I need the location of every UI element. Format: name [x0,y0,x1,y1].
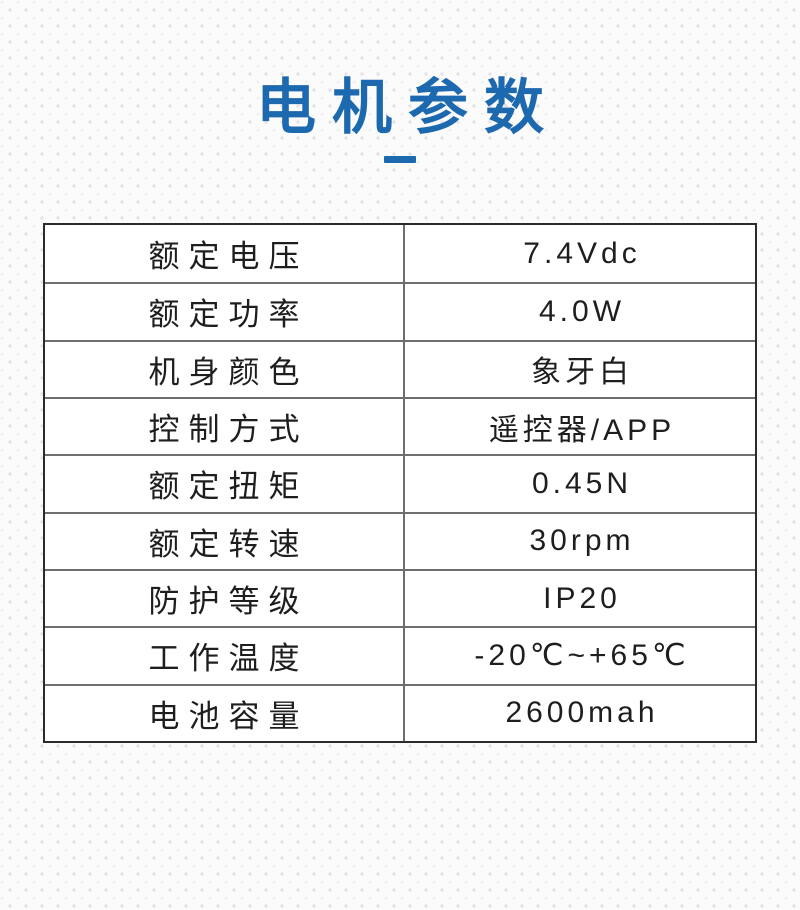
spec-value: 7.4Vdc [403,225,755,283]
spec-value: 2600mah [403,683,755,741]
title-underline [384,156,416,163]
spec-label: 机身颜色 [45,339,403,397]
spec-value: 30rpm [403,511,755,569]
spec-label: 防护等级 [45,568,403,627]
spec-sheet-page: 电机参数 额定电压 7.4Vdc 额定功率 4.0W 机身颜色 象牙白 控制方式… [0,74,800,910]
spec-label: 额定扭矩 [45,454,403,512]
spec-value: 遥控器/APP [403,396,755,455]
spec-value: -20℃~+65℃ [403,626,755,684]
spec-label: 控制方式 [45,396,403,455]
spec-value: 象牙白 [403,339,755,397]
spec-value: IP20 [403,568,755,627]
spec-table: 额定电压 7.4Vdc 额定功率 4.0W 机身颜色 象牙白 控制方式 遥控器/… [43,223,757,743]
spec-value: 0.45N [403,454,755,512]
spec-label: 额定转速 [45,511,403,569]
spec-label: 电池容量 [45,683,403,741]
spec-value: 4.0W [403,282,755,340]
spec-label: 额定功率 [45,282,403,340]
page-title: 电机参数 [256,74,560,141]
spec-label: 额定电压 [45,225,403,283]
spec-label: 工作温度 [45,626,403,684]
